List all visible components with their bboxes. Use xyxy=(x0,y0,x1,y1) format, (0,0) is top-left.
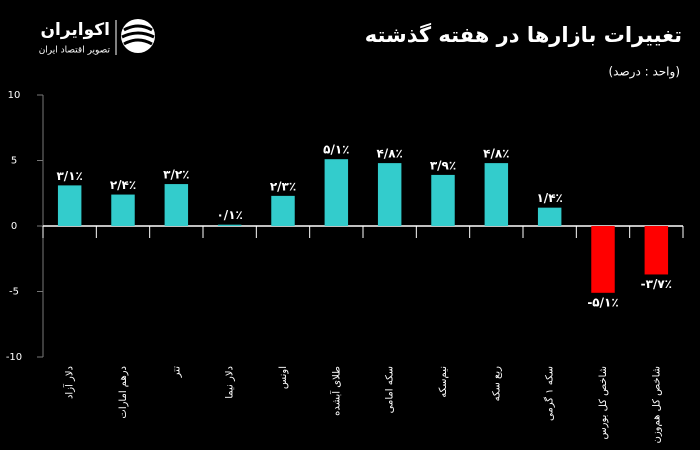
chart-title: تغییرات بازارها در هفته گذشته xyxy=(365,22,682,47)
logo: اکوایران تصویر اقتصاد ایران xyxy=(39,19,155,56)
bar xyxy=(271,195,295,226)
bar xyxy=(111,194,135,226)
y-tick-label: -10 xyxy=(6,352,22,363)
x-tick-label: تتر xyxy=(171,366,182,379)
value-label: ۰/۱٪ xyxy=(216,208,242,222)
value-label: ۲/۴٪ xyxy=(110,178,136,192)
x-tick-label: سکه امامی xyxy=(385,366,396,413)
y-tick-label: -5 xyxy=(9,287,19,298)
value-label: ۲/۳٪ xyxy=(270,179,296,193)
bar xyxy=(537,207,562,226)
bar xyxy=(431,174,455,226)
bar xyxy=(164,184,189,226)
x-tick-label: درهم امارات xyxy=(118,366,129,419)
x-tick-label: دلار نیما xyxy=(225,366,236,399)
value-label: -۳/۷٪ xyxy=(641,277,672,291)
bar xyxy=(484,163,509,226)
value-label: ۴/۸٪ xyxy=(483,147,509,161)
value-label: ۳/۲٪ xyxy=(163,168,189,182)
value-label: ۳/۹٪ xyxy=(430,158,456,172)
bar xyxy=(377,163,402,226)
brand-tagline: تصویر اقتصاد ایران xyxy=(39,46,111,56)
bar xyxy=(324,159,349,226)
value-label: ۳/۱٪ xyxy=(56,169,82,183)
bar xyxy=(644,226,669,275)
x-tick-label: دلار آزاد xyxy=(63,366,76,399)
brand: اکوایران xyxy=(41,20,111,40)
value-label: ۴/۸٪ xyxy=(376,147,402,161)
x-tick-label: نیم‌سکه xyxy=(438,366,449,398)
value-label: -۵/۱٪ xyxy=(587,295,618,309)
x-tick-label: ربع سکه xyxy=(491,366,502,402)
x-tick-label: اونس xyxy=(278,366,289,389)
x-tick-label: طلای آبشده xyxy=(329,366,342,416)
y-tick-label: 5 xyxy=(11,156,17,167)
y-tick-label: 0 xyxy=(11,221,17,232)
bar xyxy=(591,226,615,293)
x-tick-label: شاخص کل بورس xyxy=(598,366,609,440)
logo-stripes xyxy=(121,24,155,46)
x-tick-label: شاخص کل هم‌وزن xyxy=(651,366,662,443)
bar xyxy=(57,185,82,226)
y-tick-label: 10 xyxy=(8,90,21,101)
chart-subtitle: (واحد : درصد) xyxy=(608,65,680,80)
value-label: ۱/۴٪ xyxy=(536,191,562,205)
bar xyxy=(217,224,242,226)
x-tick-label: سکه ۱ گرمی xyxy=(544,366,556,421)
value-label: ۵/۱٪ xyxy=(323,143,349,157)
